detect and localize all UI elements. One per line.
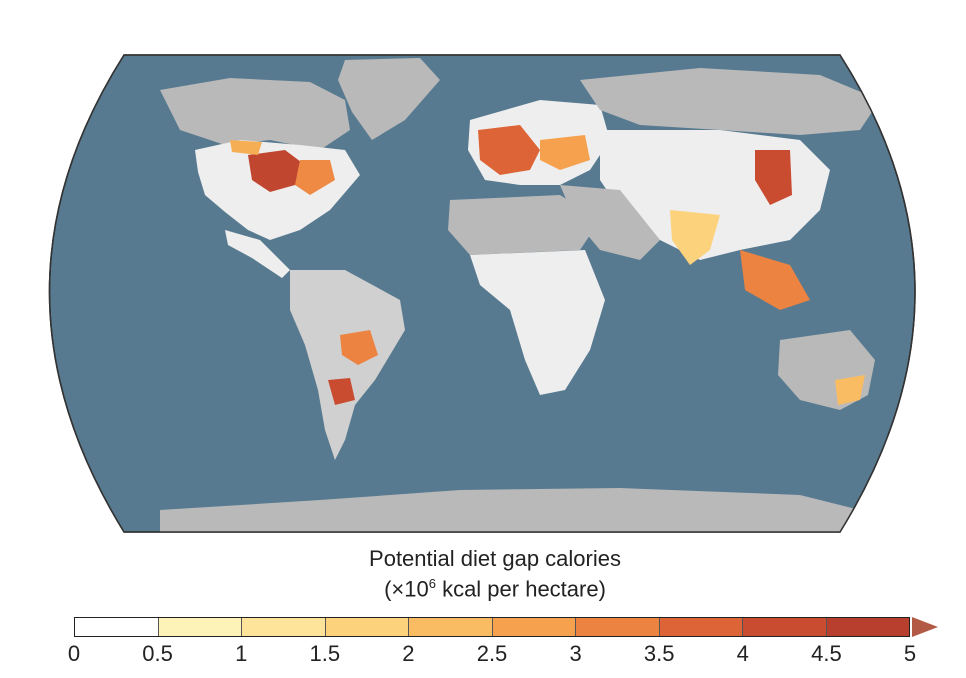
colorbar-tick-label: 4.5	[811, 641, 842, 666]
colorbar-segment	[492, 618, 576, 636]
colorbar-tick-label: 1.5	[309, 641, 341, 666]
globe-outline	[48, 54, 916, 533]
colorbar-tick-label: 0.5	[142, 641, 173, 666]
hotspot-north-china	[755, 150, 792, 205]
region-greenland	[338, 58, 440, 140]
region-new-zealand	[905, 398, 915, 425]
colorbar-tick-label: 2	[402, 641, 415, 666]
hotspot-india	[670, 210, 720, 265]
region-south-america	[290, 270, 405, 460]
colorbar-segment	[659, 618, 743, 636]
colorbar-tick-label: 4	[736, 641, 749, 666]
region-antarctica	[160, 488, 860, 532]
colorbar	[74, 617, 910, 637]
colorbar-segment	[325, 618, 409, 636]
colorbar-tick-label: 0	[67, 641, 81, 666]
region-sahara	[448, 195, 600, 255]
colorbar-segment	[826, 618, 909, 636]
region-canada-north	[160, 78, 350, 150]
hotspot-eastern-europe	[540, 135, 590, 170]
colorbar-segment	[75, 618, 159, 636]
hotspot-us-east	[295, 160, 335, 195]
colorbar-tick-label: 2.5	[476, 641, 508, 666]
colorbar-segment	[409, 618, 493, 636]
colorbar-overflow-arrow	[912, 617, 938, 637]
colorbar-segment	[576, 618, 660, 636]
hotspot-canada-prairie	[230, 140, 262, 155]
legend-title: Potential diet gap calories	[369, 546, 621, 571]
region-middle-east	[560, 185, 660, 260]
region-africa	[470, 250, 605, 395]
hotspot-south-brazil	[340, 330, 378, 365]
hotspot-western-europe	[478, 125, 540, 175]
hotspot-us-midwest	[248, 150, 305, 192]
colorbar-segment	[743, 618, 827, 636]
hotspot-argentina	[328, 378, 355, 405]
colorbar-tick-label: 5	[903, 641, 917, 666]
world-map	[48, 54, 916, 533]
colorbar-segment	[242, 618, 326, 636]
colorbar-tick-label: 3.5	[643, 641, 675, 666]
colorbar-tick-label: 3	[569, 641, 582, 666]
region-central-america	[225, 230, 290, 278]
legend-units: (×106 kcal per hectare)	[384, 576, 606, 602]
colorbar-segment	[158, 618, 242, 636]
colorbar-tick-label: 1	[235, 641, 248, 666]
hotspot-southeast-australia	[835, 375, 865, 405]
hotspot-southeast-asia	[740, 250, 810, 310]
region-russia	[580, 68, 880, 135]
